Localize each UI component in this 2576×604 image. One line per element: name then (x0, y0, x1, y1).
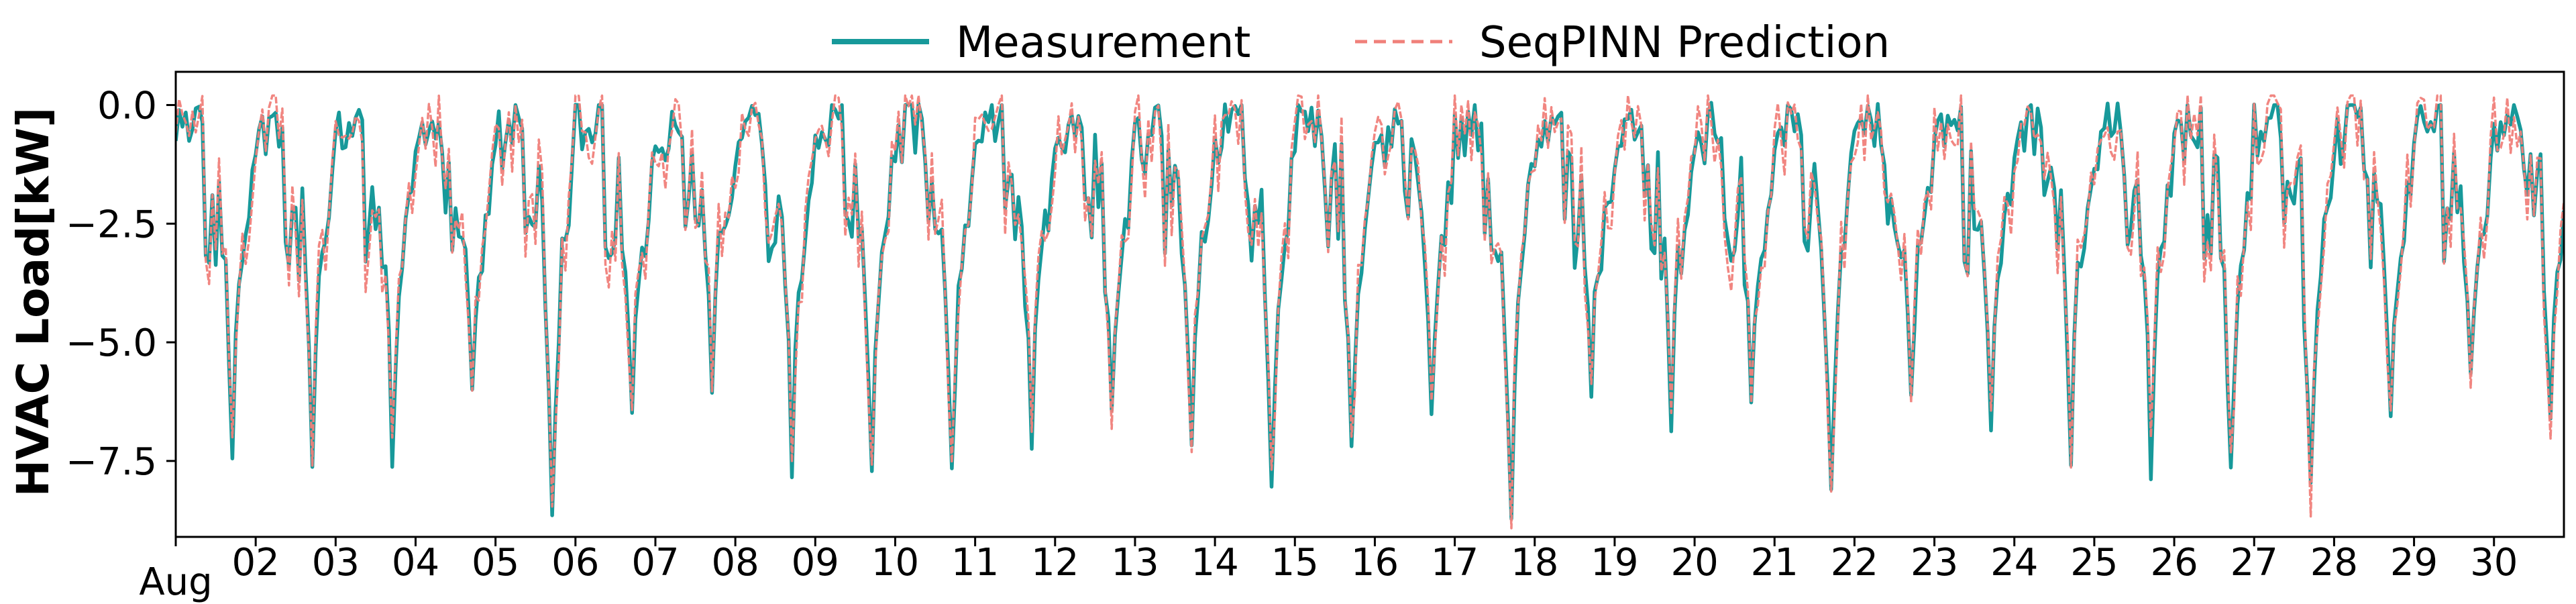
x-tick-label: 22 (1831, 541, 1878, 585)
x-tick-label: 28 (2310, 541, 2358, 585)
x-tick-label: 09 (792, 541, 839, 585)
x-tick-label: Aug (139, 560, 212, 604)
x-tick-label: 21 (1751, 541, 1799, 585)
x-tick-label: 03 (312, 541, 360, 585)
x-tick-label: 24 (1990, 541, 2038, 585)
x-tick-label: 18 (1511, 541, 1558, 585)
x-tick-label: 25 (2070, 541, 2118, 585)
plot-area (174, 70, 2565, 538)
x-tick-label: 08 (712, 541, 759, 585)
x-tick-label: 13 (1111, 541, 1159, 585)
x-tick-label: 29 (2390, 541, 2438, 585)
x-tick-label: 19 (1591, 541, 1638, 585)
x-tick-label: 05 (472, 541, 519, 585)
x-tick-label: 30 (2470, 541, 2518, 585)
x-axis: Aug 02 03 04 05 06 07 08 09 10 11 12 13 14 15 16 17 18 19 2… (139, 537, 2518, 604)
x-tick-label: 06 (551, 541, 599, 585)
x-tick-label: 04 (392, 541, 439, 585)
x-tick-label: 07 (631, 541, 679, 585)
y-tick-label: −7.5 (66, 440, 157, 484)
x-tick-label: 17 (1431, 541, 1479, 585)
y-tick-label: 0.0 (97, 85, 157, 128)
x-tick-label: 27 (2231, 541, 2278, 585)
legend: Measurement SeqPINN Prediction (832, 18, 1890, 68)
x-tick-label: 11 (951, 541, 999, 585)
x-tick-label: 20 (1670, 541, 1718, 585)
legend-label-measurement: Measurement (956, 18, 1250, 68)
x-tick-label: 15 (1271, 541, 1319, 585)
x-tick-label: 10 (871, 541, 919, 585)
y-tick-label: −5.0 (66, 321, 157, 365)
series-line-prediction (176, 94, 2564, 530)
plot-frame (174, 70, 2565, 538)
x-tick-label: 02 (232, 541, 280, 585)
x-tick-label: 12 (1031, 541, 1079, 585)
legend-label-prediction: SeqPINN Prediction (1479, 18, 1890, 68)
y-axis-label: HVAC Load[kW] (7, 107, 59, 497)
x-tick-label: 14 (1191, 541, 1238, 585)
x-tick-label: 26 (2150, 541, 2198, 585)
y-axis: 0.0 −2.5 −5.0 −7.5 (66, 85, 176, 484)
x-tick-label: 23 (1911, 541, 1958, 585)
x-tick-label: 16 (1351, 541, 1399, 585)
y-tick-label: −2.5 (66, 203, 157, 246)
